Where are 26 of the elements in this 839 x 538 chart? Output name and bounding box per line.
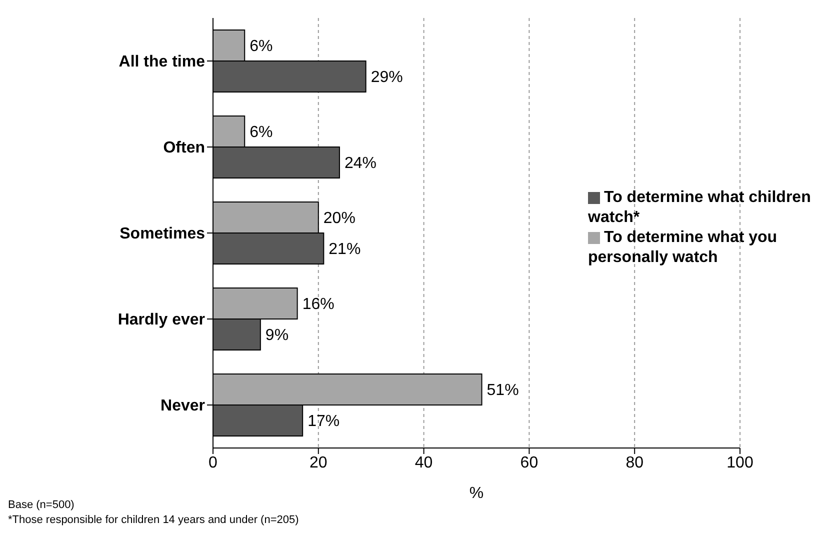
data-label: 9% [265,327,289,344]
data-label: 20% [323,210,356,228]
data-label: 16% [302,296,334,314]
data-label: 29% [370,69,403,86]
legend-label: To determine what you personally watch [588,229,778,266]
data-label: 24% [344,155,377,172]
text: *Those responsible for children 14 years and under (n=205) [8,513,300,528]
y-tick-label: Sometimes [120,226,206,243]
y-tick-label: All the time [118,54,206,71]
y-tick-label: Hardly ever [118,312,205,329]
x-tick-label: 100 [726,454,754,472]
text: Base (n=500) [8,499,74,511]
data-label: 6% [250,38,273,56]
x-tick-label: 60 [520,454,538,472]
legend-label: To determine what children watch* [588,189,811,226]
x-tick-label: 0 [208,454,218,472]
data-label: 51% [486,382,519,400]
x-tick-label: 40 [414,454,433,472]
x-tick-label: 20 [310,454,328,472]
x-axis-title: % [469,485,484,502]
x-tick-label: 80 [626,454,644,472]
data-label: 21% [328,241,361,258]
data-label: 17% [308,413,340,430]
y-tick-label: Never [160,398,205,415]
y-tick-label: Often [163,140,205,157]
data-label: 6% [250,124,273,142]
